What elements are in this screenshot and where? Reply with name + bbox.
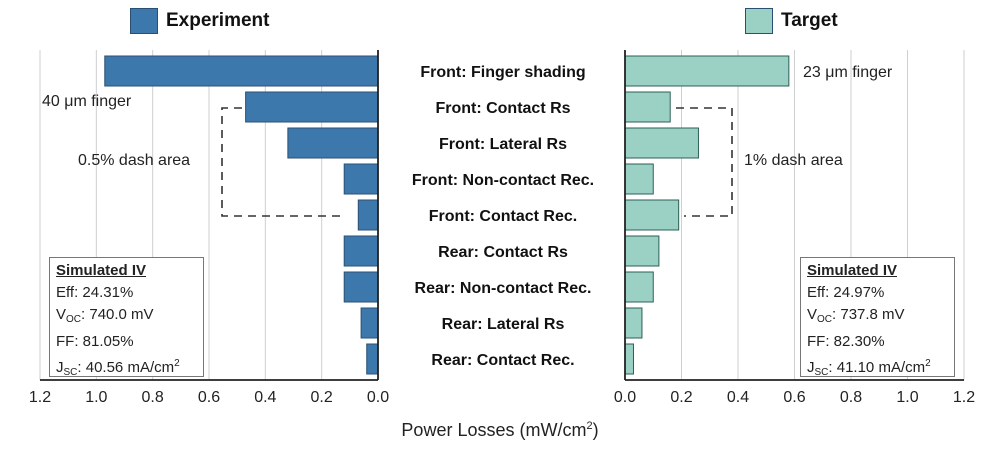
x-tick-label: 0.2 [311,389,333,406]
target-bar [624,127,699,159]
x-tick-label: 0.4 [254,389,276,406]
target-bar [624,91,671,123]
target-bar [624,163,654,195]
target-bars [624,55,790,375]
iv-jsc: JSC: 41.10 mA/cm2 [807,358,931,378]
target-bar [624,307,643,339]
iv-jsc: JSC: 40.56 mA/cm2 [56,358,180,378]
left-dash-bracket [221,107,346,217]
category-label: Front: Finger shading [420,64,585,81]
experiment-bar [366,343,379,375]
x-tick-label: 0.6 [198,389,220,406]
x-tick-label: 1.0 [85,389,107,406]
x-tick-label: 0.8 [840,389,862,406]
right-finger-annotation: 23 μm finger [803,64,893,81]
left-finger-annotation: 40 μm finger [42,93,132,110]
experiment-bar [360,307,379,339]
category-label: Rear: Contact Rs [438,244,568,261]
experiment-bar [343,235,379,267]
target-bar [624,55,790,87]
target-bar [624,271,654,303]
iv-box-experiment: Simulated IV Eff: 24.31% VOC: 740.0 mV F… [49,257,204,378]
legend-target-swatch [745,8,773,34]
experiment-bar [245,91,379,123]
iv-eff: Eff: 24.97% [807,284,885,301]
iv-ff: FF: 82.30% [807,333,885,350]
iv-title: Simulated IV [56,262,147,279]
target-bar [624,235,660,267]
x-tick-label: 1.2 [29,389,51,406]
experiment-bar [104,55,379,87]
dash-area-brackets [221,107,733,217]
iv-title: Simulated IV [807,262,898,279]
left-x-tick-labels: 1.2 1.0 0.8 0.6 0.4 0.2 0.0 [29,389,389,406]
category-label: Front: Lateral Rs [439,136,567,153]
category-label: Rear: Non-contact Rec. [415,280,592,297]
x-tick-label: 0.6 [783,389,805,406]
x-tick-label: 0.0 [614,389,636,406]
left-dash-annotation: 0.5% dash area [78,152,191,169]
experiment-bar [287,127,379,159]
target-bar [624,343,634,375]
x-tick-label: 1.0 [896,389,918,406]
x-tick-label: 0.2 [670,389,692,406]
x-tick-label: 0.0 [367,389,389,406]
iv-voc: VOC: 740.0 mV [56,306,154,325]
category-label: Rear: Contact Rec. [431,352,574,369]
right-x-tick-labels: 0.0 0.2 0.4 0.6 0.8 1.0 1.2 [614,389,975,406]
category-labels: Front: Finger shading Front: Contact Rs Fr… [412,64,594,369]
x-tick-label: 1.2 [953,389,975,406]
category-label: Rear: Lateral Rs [442,316,565,333]
legend-experiment-swatch [130,8,158,34]
axes [40,50,964,381]
legend-target-label: Target [781,10,838,31]
experiment-bar [343,163,379,195]
experiment-bar [343,271,379,303]
category-label: Front: Contact Rec. [429,208,577,225]
legend-experiment: Experiment [130,8,269,34]
x-axis-title: Power Losses (mW/cm2) [401,420,599,440]
x-tick-label: 0.4 [727,389,749,406]
iv-eff: Eff: 24.31% [56,284,134,301]
legend-target: Target [745,8,838,34]
target-bar [624,199,680,231]
x-tick-label: 0.8 [142,389,164,406]
experiment-bars [104,55,379,375]
iv-box-target: Simulated IV Eff: 24.97% VOC: 737.8 mV F… [800,257,955,378]
iv-ff: FF: 81.05% [56,333,134,350]
iv-voc: VOC: 737.8 mV [807,306,905,325]
category-label: Front: Contact Rs [435,100,570,117]
category-label: Front: Non-contact Rec. [412,172,594,189]
experiment-bar [357,199,379,231]
right-dash-annotation: 1% dash area [744,152,843,169]
legend-experiment-label: Experiment [166,10,270,31]
right-dash-bracket [676,107,733,217]
